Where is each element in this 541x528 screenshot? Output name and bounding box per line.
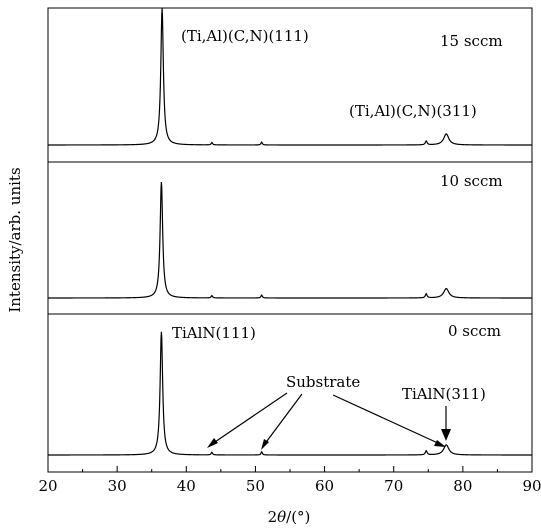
- x-axis-label-var: θ: [277, 508, 286, 526]
- series-label-10sccm: 10 sccm: [440, 172, 503, 190]
- y-axis-label: Intensity/arb. units: [6, 167, 24, 312]
- annotation-tialn-111: TiAlN(111): [172, 324, 256, 342]
- x-axis-label-prefix: 2: [268, 508, 278, 526]
- arrowhead-substrate-75: [434, 440, 446, 447]
- series-line-10-sccm: [48, 181, 532, 299]
- x-tick-label-50: 50: [246, 477, 265, 495]
- x-tick-label-70: 70: [384, 477, 403, 495]
- substrate-arrows: [207, 392, 451, 450]
- arrow-substrate-51: [263, 393, 303, 446]
- arrowhead-substrate-51: [261, 439, 269, 450]
- series-group: [48, 8, 532, 456]
- x-axis-label-suffix: /(°): [286, 508, 310, 526]
- x-tick-label-90: 90: [522, 477, 541, 495]
- annotation-ticaln-311: (Ti,Al)(C,N)(311): [349, 102, 477, 120]
- x-axis: 20 30 40 50 60 70 80 90: [38, 466, 541, 495]
- annotation-substrate: Substrate: [286, 373, 360, 391]
- arrow-substrate-43: [211, 392, 288, 445]
- arrowhead-substrate-43: [207, 438, 218, 448]
- x-tick-label-80: 80: [453, 477, 472, 495]
- x-axis-label: 2θ/(°): [268, 508, 311, 526]
- annotation-ticaln-111: (Ti,Al)(C,N)(111): [181, 27, 309, 45]
- annotation-tialn-311: TiAlN(311): [402, 385, 486, 403]
- series-line-0-sccm: [48, 331, 532, 456]
- arrowhead-tialn-311: [441, 429, 451, 441]
- x-tick-label-20: 20: [38, 477, 57, 495]
- series-line-15-sccm: [48, 8, 532, 146]
- series-label-0sccm: 0 sccm: [448, 322, 501, 340]
- series-label-15sccm: 15 sccm: [440, 32, 503, 50]
- arrow-substrate-75: [332, 394, 441, 445]
- x-tick-label-30: 30: [108, 477, 127, 495]
- x-tick-label-40: 40: [177, 477, 196, 495]
- x-tick-label-60: 60: [315, 477, 334, 495]
